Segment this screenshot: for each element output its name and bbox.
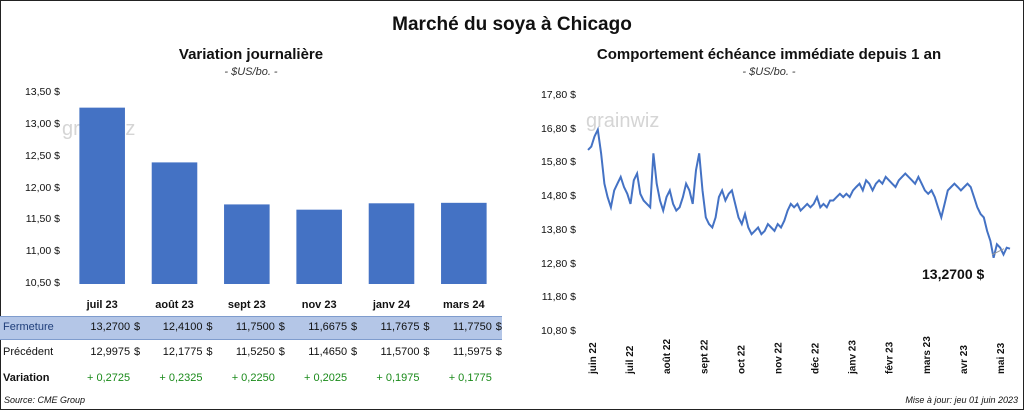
line-x-tick: mai 23: [996, 342, 1007, 374]
table-cell: 11,5975: [452, 346, 492, 358]
line-x-tick: août 22: [662, 339, 673, 374]
right-y-tick: 10,80 $: [540, 325, 576, 337]
line-x-tick: déc 22: [811, 342, 822, 374]
price-line: [587, 126, 1011, 259]
table-cell: + 0,1775: [448, 372, 492, 384]
right-y-tick: 15,80 $: [540, 156, 576, 169]
left-panel-unit: - $US/bo. -: [224, 66, 278, 78]
table-cell: + 0,2025: [304, 372, 348, 384]
table-row: Variation + 0,2725 + 0,2325 + 0,2250 + 0,202…: [0, 368, 502, 390]
table-cell: 12,9975: [90, 346, 131, 358]
table-cell-currency: $: [134, 346, 141, 358]
table-cell: + 0,1975: [376, 372, 420, 384]
table-cell-currency: $: [423, 346, 430, 358]
page-title: Marché du soya à Chicago: [392, 14, 632, 35]
left-panel-title: Variation journalière: [178, 46, 324, 63]
bar: [224, 204, 270, 284]
line-x-tick: nov 22: [773, 342, 784, 374]
bar-chart: [79, 107, 487, 284]
line-x-tick: juil 22: [625, 345, 636, 375]
right-y-tick: 13,80 $: [540, 223, 576, 236]
table-cell: 11,5250: [235, 346, 275, 358]
right-y-tick: 12,80 $: [540, 257, 576, 270]
bar: [151, 162, 198, 284]
bar-x-label: mars 24: [443, 299, 485, 311]
source-note: Source: CME Group: [4, 395, 86, 405]
table-row-label: Précédent: [3, 346, 54, 358]
table-cell: 13,2700: [90, 321, 131, 333]
table-cell-currency: $: [351, 321, 358, 333]
table-cell-currency: $: [206, 346, 213, 358]
right-y-tick: 17,80 $: [540, 89, 576, 101]
last-value-callout: 13,2700 $: [922, 266, 985, 282]
bar-x-label: août 23: [155, 299, 194, 311]
table-cell: + 0,2725: [87, 372, 131, 384]
left-y-tick: 13,50 $: [24, 86, 60, 98]
bar: [368, 203, 415, 284]
table-cell-currency: $: [206, 321, 213, 333]
table-cell: 11,5700: [380, 346, 420, 358]
bar-x-label: juil 23: [86, 299, 118, 311]
line-x-tick: sept 22: [699, 339, 710, 374]
table-cell: 11,6675: [308, 321, 348, 333]
line-x-tick: juin 22: [588, 342, 599, 375]
table-cell: 11,4650: [308, 346, 348, 358]
table-cell-currency: $: [495, 346, 502, 358]
table-cell-currency: $: [495, 321, 502, 333]
right-y-tick: 16,80 $: [540, 122, 576, 135]
table-row: Fermeture 13,2700 $12,4100 $11,7500 $11,6675…: [0, 316, 502, 340]
callout-leader: [991, 248, 1005, 256]
right-panel-unit: - $US/bo. -: [742, 66, 796, 78]
right-y-tick: 14,80 $: [540, 190, 576, 203]
left-y-tick: 12,00 $: [24, 181, 60, 194]
table-cell-currency: $: [351, 346, 358, 358]
bar-x-label: nov 23: [301, 299, 337, 311]
table-cell: 11,7750: [452, 321, 492, 333]
bar: [441, 202, 487, 284]
table-cell: 11,7500: [235, 321, 275, 333]
bar-x-label: sept 23: [227, 299, 266, 311]
left-y-tick: 10,50 $: [24, 277, 60, 289]
table-cell-currency: $: [278, 346, 285, 358]
bar-x-label: janv 24: [372, 299, 411, 311]
table-cell: 11,7675: [380, 321, 420, 333]
line-x-tick: janv 23: [848, 340, 859, 375]
table-cell-currency: $: [278, 321, 285, 333]
line-x-tick: févr 23: [885, 341, 896, 374]
right-y-tick: 11,80 $: [541, 291, 576, 304]
table-cell-currency: $: [423, 321, 430, 333]
update-note: Mise à jour: jeu 01 juin 2023: [905, 395, 1018, 405]
table-cell: 12,1775: [162, 346, 203, 358]
left-y-tick: 11,00 $: [25, 245, 60, 258]
table-cell: 12,4100: [162, 321, 203, 333]
line-x-tick: oct 22: [736, 345, 747, 374]
right-watermark: grainwiz: [586, 110, 660, 132]
bar: [296, 209, 342, 284]
table-row: Précédent 12,9975 $12,1775 $11,5250 $11,4650…: [0, 342, 502, 364]
table-row-label: Fermeture: [3, 321, 54, 333]
table-cell: + 0,2325: [159, 372, 203, 384]
table-cell: + 0,2250: [231, 372, 275, 384]
line-x-tick: mars 23: [922, 336, 933, 374]
left-y-tick: 11,50 $: [25, 213, 60, 226]
left-y-tick: 13,00 $: [24, 117, 60, 130]
line-x-tick: avr 23: [959, 345, 970, 374]
bar: [79, 107, 125, 284]
table-row-label: Variation: [3, 372, 50, 384]
left-y-tick: 12,50 $: [24, 149, 60, 162]
right-panel-title: Comportement échéance immédiate depuis 1…: [596, 46, 942, 63]
table-cell-currency: $: [134, 321, 141, 333]
